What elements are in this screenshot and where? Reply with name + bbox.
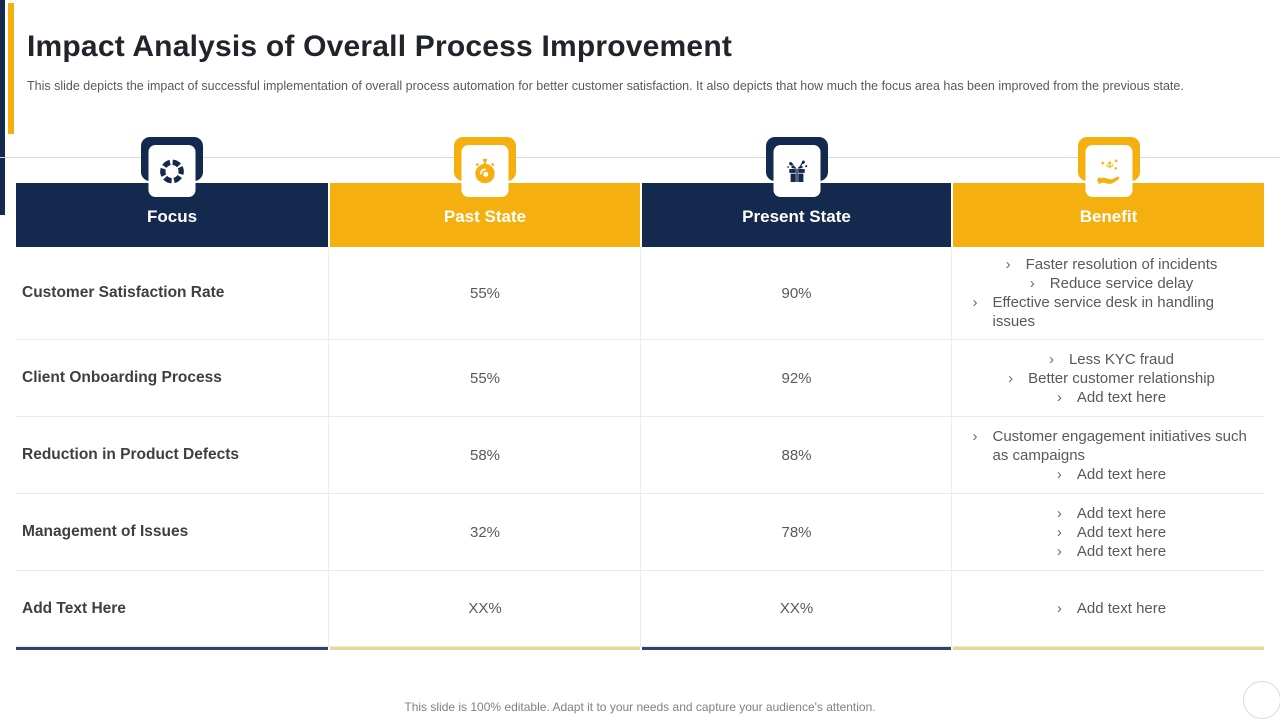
table-row: Add Text Here XX% XX% › Add text here: [16, 571, 1264, 647]
past-state-cell: 55%: [328, 247, 640, 339]
chevron-bullet-icon: ›: [1056, 504, 1062, 522]
header-cell-focus: Focus: [16, 137, 328, 247]
chevron-bullet-icon: ›: [972, 427, 978, 445]
benefit-cell: › Add text here: [951, 571, 1264, 646]
benefit-item: › Add text here: [1051, 599, 1166, 618]
table-row: Client Onboarding Process 55% 92% › Less …: [16, 340, 1264, 417]
benefit-cell: › Add text here › Add text here › Add text …: [951, 494, 1264, 570]
past-state-cell: XX%: [328, 571, 640, 646]
benefit-cell: › Less KYC fraud › Better customer relatio…: [951, 340, 1264, 416]
left-accent-bar-yellow: [8, 3, 14, 134]
stopwatch-icon: [461, 145, 509, 197]
benefit-item: › Customer engagement initiatives such as…: [967, 427, 1251, 465]
past-state-cell: 32%: [328, 494, 640, 570]
header-label: Past State: [443, 207, 527, 226]
benefit-item: › Add text here: [1051, 523, 1166, 542]
focus-cell: Add Text Here: [22, 599, 126, 617]
benefit-item: › Add text here: [1051, 542, 1166, 561]
page-title: Impact Analysis of Overall Process Impro…: [27, 30, 733, 63]
focus-cell: Reduction in Product Defects: [22, 446, 240, 463]
chevron-bullet-icon: ›: [1056, 388, 1062, 406]
benefit-item: › Add text here: [1051, 504, 1166, 523]
hand-diamond-icon: [1085, 145, 1132, 197]
corner-circle-decoration: [1243, 681, 1280, 719]
benefit-item: › Less KYC fraud: [1043, 350, 1174, 369]
benefit-column-badge: [1077, 137, 1140, 197]
benefit-item: › Faster resolution of incidents: [1000, 255, 1218, 274]
present-state-cell: 92%: [640, 340, 951, 416]
present-state-cell: 78%: [640, 494, 951, 570]
past-state-cell: 58%: [328, 417, 640, 493]
header-cell-present-state: Present State: [642, 137, 951, 247]
benefit-item: › Add text here: [1051, 465, 1166, 484]
horizontal-divider: [0, 157, 1280, 158]
table-row: Reduction in Product Defects 58% 88% › Cu…: [16, 417, 1264, 494]
chevron-bullet-icon: ›: [1005, 256, 1011, 273]
impact-table: Focus: [16, 137, 1264, 650]
table-bottom-rule: [16, 647, 1264, 650]
present-state-cell: 88%: [640, 417, 951, 493]
chevron-bullet-icon: ›: [1029, 275, 1035, 292]
focus-cell: Client Onboarding Process: [22, 369, 222, 386]
chevron-bullet-icon: ›: [972, 294, 978, 311]
focus-cell: Customer Satisfaction Rate: [22, 284, 225, 301]
editable-note: This slide is 100% editable. Adapt it to…: [404, 700, 876, 714]
header-cell-past-state: Past State: [330, 137, 640, 247]
header-label: Present State: [742, 207, 851, 226]
benefit-item: › Better customer relationship: [1002, 369, 1215, 388]
chevron-bullet-icon: ›: [1048, 350, 1054, 368]
chevron-bullet-icon: ›: [1056, 600, 1062, 617]
past-state-column-badge: [454, 137, 516, 197]
present-state-cell: XX%: [640, 571, 951, 646]
benefit-cell: › Faster resolution of incidents › Reduce …: [951, 247, 1264, 339]
focus-column-badge: [141, 137, 203, 197]
gift-icon: [773, 145, 820, 197]
chevron-bullet-icon: ›: [1008, 369, 1014, 387]
chevron-bullet-icon: ›: [1056, 542, 1062, 560]
page-subtitle: This slide depicts the impact of success…: [27, 79, 1184, 93]
present-state-cell: 90%: [640, 247, 951, 339]
table-header-row: Focus: [16, 137, 1264, 247]
chevron-bullet-icon: ›: [1056, 465, 1062, 483]
present-state-column-badge: [765, 137, 828, 197]
table-row: Management of Issues 32% 78% › Add text h…: [16, 494, 1264, 571]
past-state-cell: 55%: [328, 340, 640, 416]
benefit-item: › Add text here: [1051, 388, 1166, 407]
benefit-cell: › Customer engagement initiatives such as…: [951, 417, 1264, 493]
header-label: Focus: [146, 207, 198, 226]
focus-cell: Management of Issues: [22, 523, 189, 540]
header-cell-benefit: Benefit: [953, 137, 1264, 247]
benefit-item: › Effective service desk in handling issu…: [967, 293, 1251, 331]
chevron-bullet-icon: ›: [1056, 523, 1062, 541]
benefit-item: › Reduce service delay: [1024, 274, 1193, 293]
header-label: Benefit: [1079, 207, 1138, 226]
table-row: Customer Satisfaction Rate 55% 90% › Fast…: [16, 247, 1264, 340]
left-accent-bar-navy: [0, 0, 5, 215]
aperture-icon: [148, 145, 196, 197]
